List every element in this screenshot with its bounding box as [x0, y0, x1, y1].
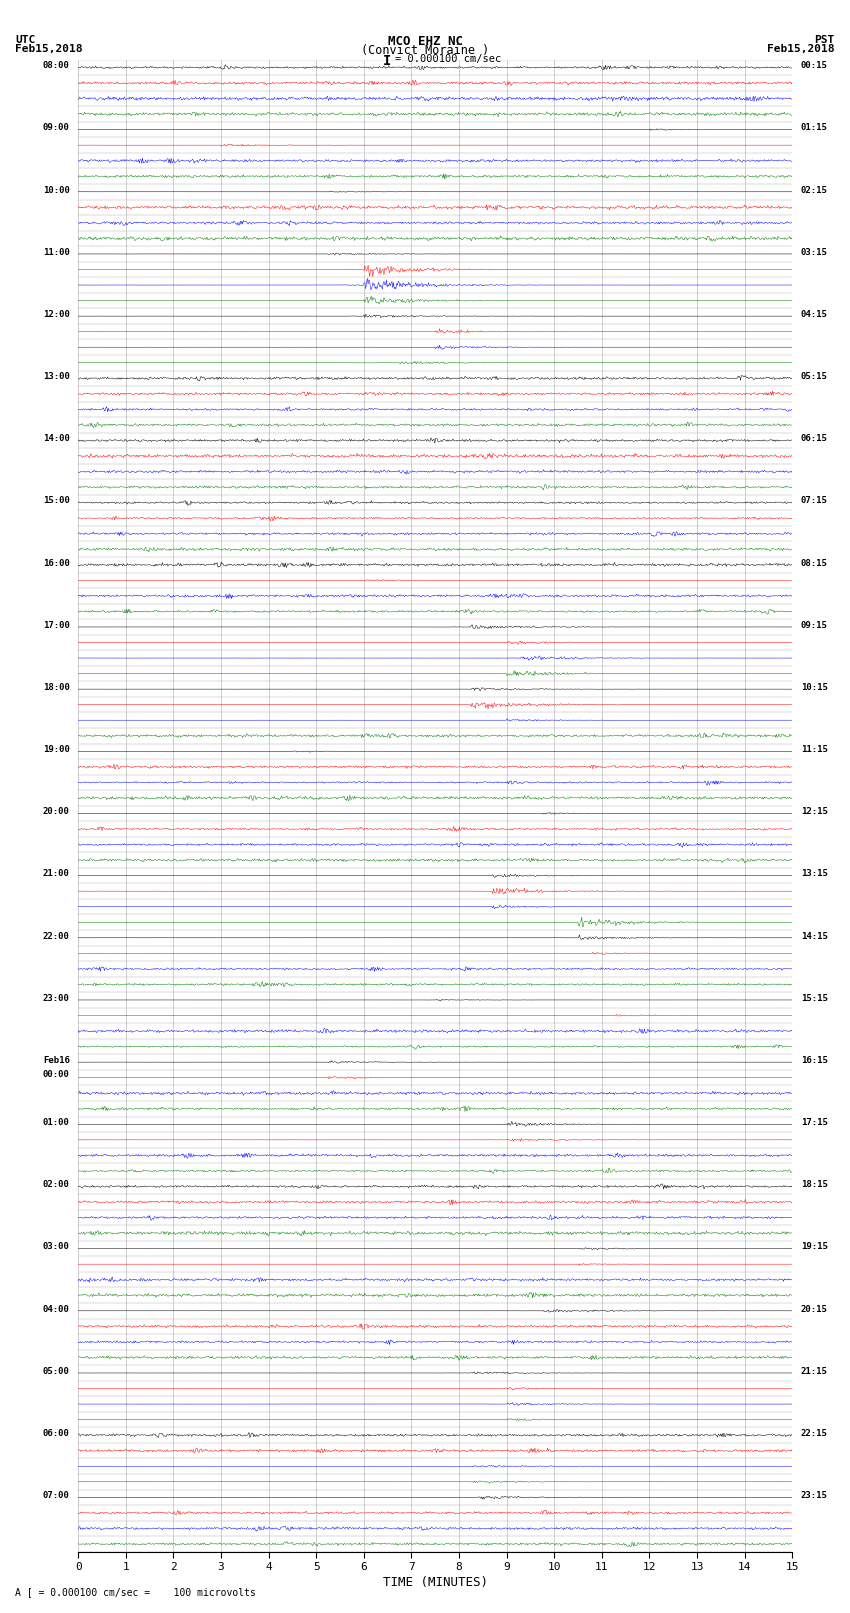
Text: 21:00: 21:00: [42, 869, 70, 879]
Text: 03:15: 03:15: [801, 248, 828, 256]
Text: Feb15,2018: Feb15,2018: [768, 44, 835, 55]
Text: 01:15: 01:15: [801, 124, 828, 132]
Text: PST: PST: [814, 35, 835, 45]
Text: 12:15: 12:15: [801, 806, 828, 816]
Text: A [ = 0.000100 cm/sec =    100 microvolts: A [ = 0.000100 cm/sec = 100 microvolts: [15, 1587, 256, 1597]
Text: 18:15: 18:15: [801, 1181, 828, 1189]
Text: 22:00: 22:00: [42, 932, 70, 940]
Text: 06:00: 06:00: [42, 1429, 70, 1437]
Text: 07:15: 07:15: [801, 497, 828, 505]
Text: 07:00: 07:00: [42, 1490, 70, 1500]
Text: 09:15: 09:15: [801, 621, 828, 629]
Text: 18:00: 18:00: [42, 682, 70, 692]
Text: 08:15: 08:15: [801, 558, 828, 568]
Text: 02:00: 02:00: [42, 1181, 70, 1189]
Text: 11:00: 11:00: [42, 248, 70, 256]
Text: 03:00: 03:00: [42, 1242, 70, 1252]
Text: (Convict Moraine ): (Convict Moraine ): [361, 44, 489, 58]
Text: 13:15: 13:15: [801, 869, 828, 879]
X-axis label: TIME (MINUTES): TIME (MINUTES): [382, 1576, 488, 1589]
Text: 04:15: 04:15: [801, 310, 828, 319]
Text: 11:15: 11:15: [801, 745, 828, 755]
Text: 06:15: 06:15: [801, 434, 828, 444]
Text: MCO EHZ NC: MCO EHZ NC: [388, 35, 462, 48]
Text: I: I: [382, 53, 391, 68]
Text: 10:00: 10:00: [42, 185, 70, 195]
Text: 23:15: 23:15: [801, 1490, 828, 1500]
Text: 20:00: 20:00: [42, 806, 70, 816]
Text: 00:00: 00:00: [42, 1069, 70, 1079]
Text: Feb15,2018: Feb15,2018: [15, 44, 82, 55]
Text: 05:15: 05:15: [801, 373, 828, 381]
Text: 05:00: 05:00: [42, 1366, 70, 1376]
Text: UTC: UTC: [15, 35, 36, 45]
Text: 19:15: 19:15: [801, 1242, 828, 1252]
Text: 14:00: 14:00: [42, 434, 70, 444]
Text: 20:15: 20:15: [801, 1305, 828, 1313]
Text: 09:00: 09:00: [42, 124, 70, 132]
Text: 16:15: 16:15: [801, 1057, 828, 1065]
Text: 12:00: 12:00: [42, 310, 70, 319]
Text: 15:15: 15:15: [801, 994, 828, 1003]
Text: 15:00: 15:00: [42, 497, 70, 505]
Text: 16:00: 16:00: [42, 558, 70, 568]
Text: = 0.000100 cm/sec: = 0.000100 cm/sec: [395, 53, 501, 65]
Text: 01:00: 01:00: [42, 1118, 70, 1127]
Text: 22:15: 22:15: [801, 1429, 828, 1437]
Text: 04:00: 04:00: [42, 1305, 70, 1313]
Text: 14:15: 14:15: [801, 932, 828, 940]
Text: 08:00: 08:00: [42, 61, 70, 71]
Text: 13:00: 13:00: [42, 373, 70, 381]
Text: 10:15: 10:15: [801, 682, 828, 692]
Text: 21:15: 21:15: [801, 1366, 828, 1376]
Text: 02:15: 02:15: [801, 185, 828, 195]
Text: Feb16: Feb16: [42, 1057, 70, 1065]
Text: 17:15: 17:15: [801, 1118, 828, 1127]
Text: 00:15: 00:15: [801, 61, 828, 71]
Text: 17:00: 17:00: [42, 621, 70, 629]
Text: 23:00: 23:00: [42, 994, 70, 1003]
Text: 19:00: 19:00: [42, 745, 70, 755]
